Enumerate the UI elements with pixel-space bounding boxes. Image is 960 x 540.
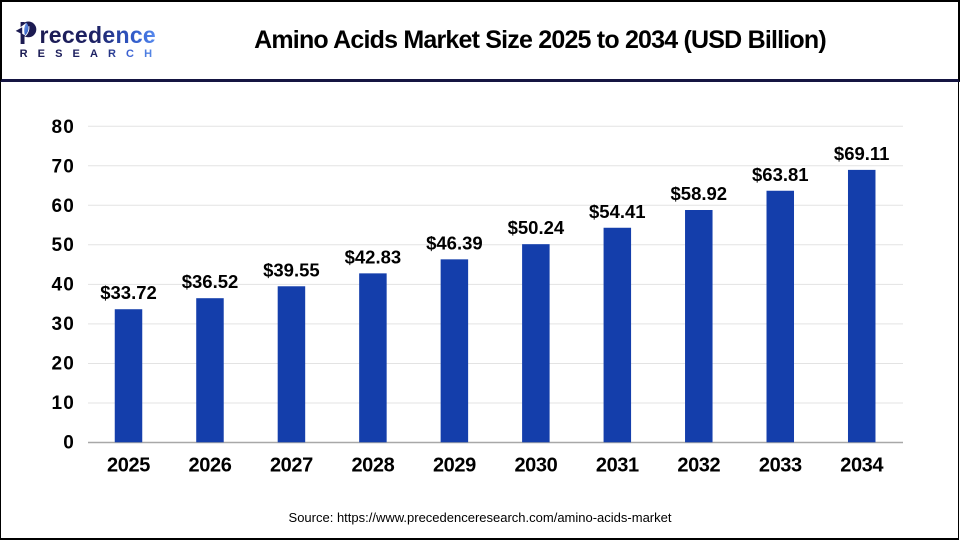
svg-text:2031: 2031 [596, 455, 639, 477]
svg-text:2026: 2026 [189, 455, 232, 477]
svg-text:2033: 2033 [759, 455, 802, 477]
svg-text:30: 30 [51, 314, 75, 335]
svg-text:$46.39: $46.39 [426, 232, 483, 253]
svg-text:60: 60 [51, 196, 75, 217]
svg-text:$54.41: $54.41 [589, 201, 646, 222]
svg-text:2029: 2029 [433, 455, 476, 477]
svg-text:$50.24: $50.24 [508, 217, 565, 238]
svg-text:$42.83: $42.83 [345, 246, 402, 267]
svg-text:$63.81: $63.81 [752, 164, 809, 185]
svg-text:2027: 2027 [270, 455, 313, 477]
svg-text:$33.72: $33.72 [100, 282, 157, 303]
svg-text:recedence: recedence [40, 22, 157, 48]
svg-text:$58.92: $58.92 [671, 183, 728, 204]
svg-text:70: 70 [51, 156, 75, 177]
svg-text:$36.52: $36.52 [182, 271, 239, 292]
svg-text:2028: 2028 [351, 455, 394, 477]
svg-text:2030: 2030 [514, 455, 557, 477]
svg-text:20: 20 [51, 353, 75, 374]
svg-text:50: 50 [51, 235, 75, 256]
svg-text:2025: 2025 [107, 455, 150, 477]
svg-text:2034: 2034 [840, 455, 884, 477]
svg-text:$69.11: $69.11 [834, 143, 890, 164]
svg-text:2032: 2032 [677, 455, 720, 477]
svg-text:10: 10 [51, 393, 75, 414]
svg-text:80: 80 [51, 117, 75, 138]
svg-text:RESEARCH: RESEARCH [20, 48, 163, 60]
svg-text:0: 0 [63, 433, 75, 454]
svg-text:Source: https://www.precedence: Source: https://www.precedenceresearch.c… [289, 510, 672, 525]
svg-text:$39.55: $39.55 [263, 259, 320, 280]
svg-text:40: 40 [51, 275, 75, 296]
